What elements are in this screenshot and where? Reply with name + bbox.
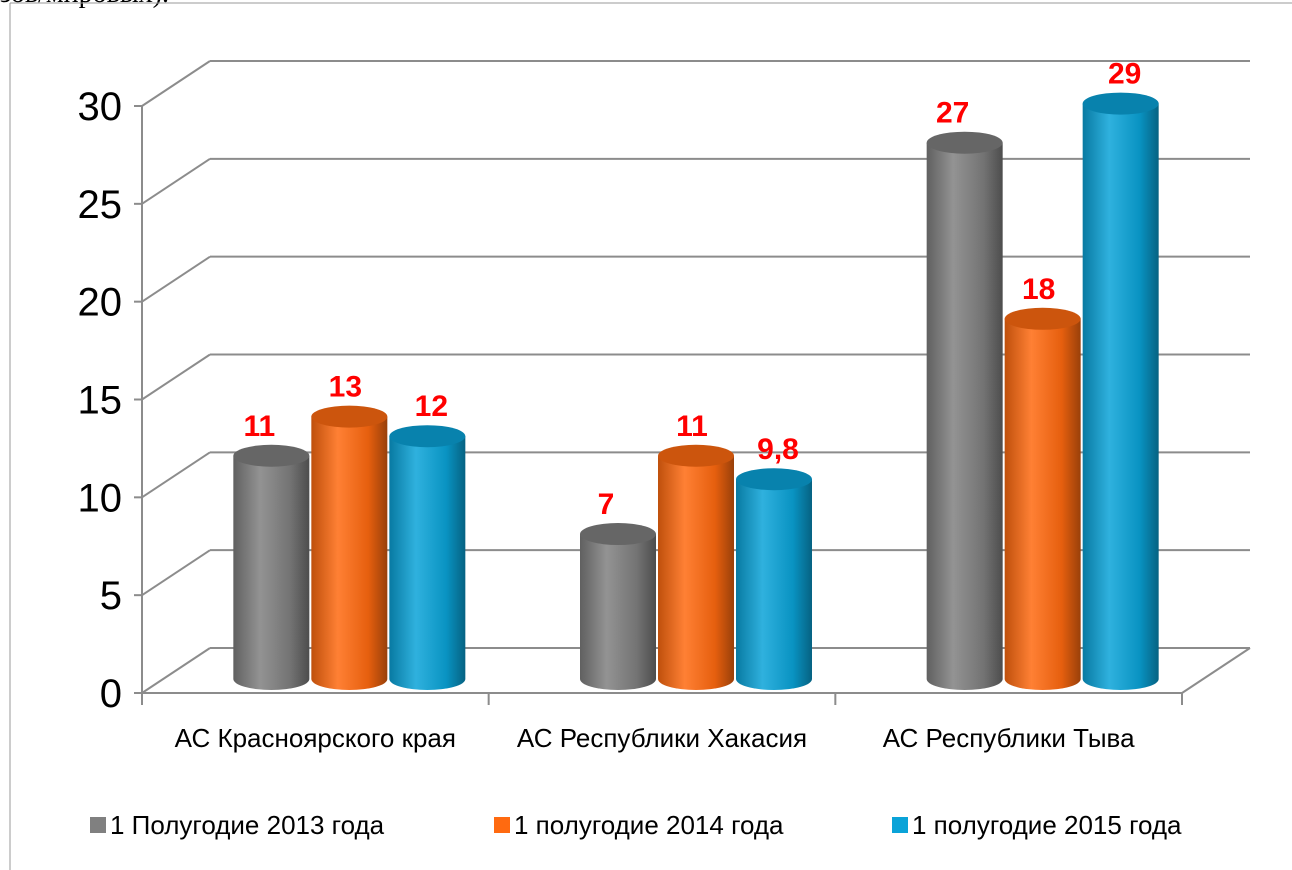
bar-top	[1004, 307, 1081, 330]
legend-item: 1 полугодие 2015 года	[892, 808, 1182, 842]
grid-line	[141, 647, 211, 694]
y-tick-label: 20	[78, 281, 123, 325]
y-tick-label: 30	[78, 85, 123, 129]
data-label: 12	[415, 390, 448, 423]
y-tick-label: 25	[78, 183, 123, 227]
bar	[311, 416, 388, 691]
bar	[233, 455, 310, 690]
bar	[926, 142, 1003, 691]
bar-top	[311, 405, 388, 428]
data-label: 13	[329, 371, 362, 404]
data-label: 9,8	[757, 433, 799, 466]
legend-label: 1 полугодие 2015 года	[912, 810, 1182, 840]
bar-top	[1082, 92, 1159, 115]
bar	[1082, 103, 1159, 691]
x-tick-label: АС Республики Тыва	[882, 723, 1135, 753]
legend-item: 1 полугодие 2014 года	[494, 808, 784, 842]
grid-line	[141, 255, 211, 303]
data-label: 11	[676, 410, 708, 443]
bar	[658, 455, 734, 690]
y-tick-label: 0	[100, 672, 122, 716]
bar-top	[926, 131, 1003, 154]
grid-line	[141, 60, 211, 107]
data-label: 7	[598, 488, 615, 521]
data-label: 18	[1022, 273, 1055, 306]
grid-line	[141, 157, 211, 205]
y-tick-label: 5	[100, 574, 122, 618]
legend-swatch	[494, 817, 510, 833]
legend-label: 1 Полугодие 2013 года	[110, 810, 385, 840]
bar-top	[580, 523, 656, 546]
y-tick-label: 15	[78, 379, 123, 423]
legend-item: 1 Полугодие 2013 года	[90, 808, 384, 842]
grid-line	[141, 549, 211, 597]
data-label: 27	[936, 97, 969, 130]
legend-swatch	[90, 817, 106, 833]
x-tick-label: АС Красноярского края	[174, 723, 456, 753]
page-fragment: зов/мировых).	[0, 0, 169, 10]
grid-line	[141, 451, 211, 499]
floor-edge	[1181, 647, 1251, 694]
data-label: 11	[243, 410, 275, 443]
data-label: 29	[1108, 58, 1141, 91]
bar-top	[658, 444, 734, 467]
legend-swatch	[892, 817, 908, 833]
bar	[580, 534, 656, 690]
bar	[1004, 318, 1081, 690]
bar-top	[233, 444, 310, 467]
bar-top	[736, 468, 812, 491]
legend-label: 1 полугодие 2014 года	[514, 810, 784, 840]
y-tick-label: 10	[78, 476, 123, 520]
x-tick-label: АС Республики Хакасия	[516, 723, 808, 753]
bar	[389, 436, 466, 691]
bar-top	[389, 425, 466, 448]
grid-line	[141, 353, 211, 401]
bar	[736, 479, 812, 690]
